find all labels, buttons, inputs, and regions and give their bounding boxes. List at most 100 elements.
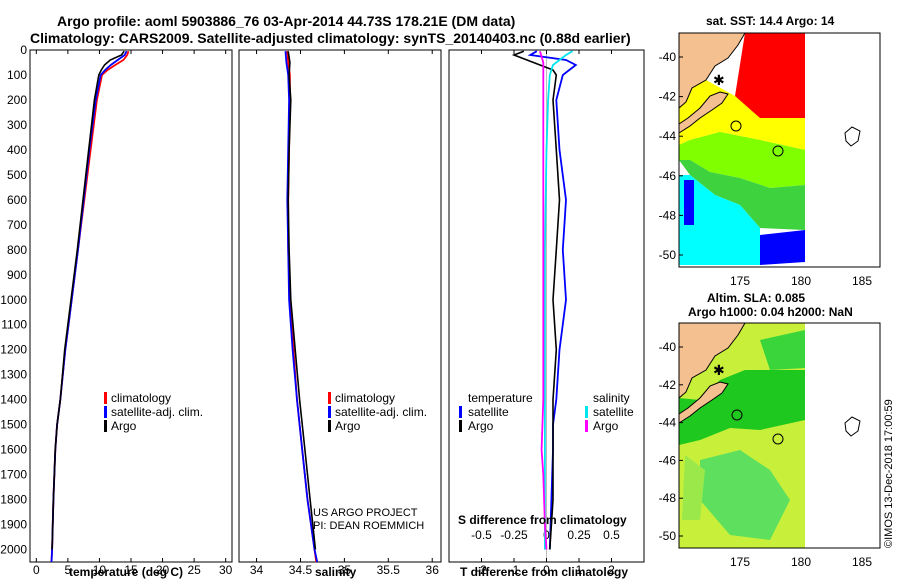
argo-location-marker [772,433,784,445]
lon-tick-label: 180 [791,274,811,288]
difference-legend: temperature satellite Argo salinity sate… [459,391,634,433]
sst-map-frame [678,32,881,268]
title-line-1: Argo profile: aoml 5903886_76 03-Apr-201… [57,13,515,29]
lat-tick-label: -44 [659,129,677,143]
depth-tick-label: 1400 [0,393,27,407]
lat-tick-label: -50 [659,248,677,262]
series-line-temperature-argo [511,50,561,550]
depth-tick-label: 900 [7,268,27,282]
series-line-satellite-adj-clim- [284,51,319,563]
legend-argo-swatch [328,420,331,432]
x-tick-label: 34 [250,563,264,577]
depth-tick-label: 600 [7,193,27,207]
x-tick-label: 20 [156,563,170,577]
x-tick-label: 15 [124,563,138,577]
depth-tick-label: 1200 [0,343,27,357]
sla-map-title-2: Argo h1000: 0.04 h2000: NaN [688,305,853,319]
sla-map-frame [678,322,881,549]
lon-tick-label: 185 [852,274,872,288]
sst-field-region [684,180,694,225]
temperature-panel: 0 5 10 15 20 25 30 temperature (deg C) climato… [29,49,233,579]
depth-tick-label: 1300 [0,368,27,382]
depth-tick-label: 500 [7,168,27,182]
depth-tick-label: 1800 [0,493,27,507]
x-tick-label: 0 [33,563,40,577]
depth-tick-label: 1700 [0,468,27,482]
x-tick-label: -2 [476,563,487,577]
legend-argo-label: Argo [335,419,361,433]
chatham-islands-outline [844,126,861,147]
lat-tick-label: -42 [659,378,677,392]
legend-t-argo-label: Argo [468,419,494,433]
temperature-series [50,50,130,563]
s-tick-label: 0 [543,528,550,542]
legend-climatology-swatch [104,392,107,404]
depth-tick-label: 1600 [0,443,27,457]
lat-tick-label: -48 [659,208,677,222]
depth-tick-label: 100 [7,68,27,82]
series-line-argo [51,50,125,550]
project-annotation-1: US ARGO PROJECT [313,507,418,519]
legend-salinity-title: salinity [593,391,630,405]
sst-field-region [679,132,805,188]
island-outline [730,120,742,132]
s-tick-label: -0.25 [500,528,528,542]
depth-tick-label: 1500 [0,418,27,432]
series-line-salinity-argo [539,50,548,550]
sst-map: sat. SST: 14.4 Argo: 14 ✱ -40-42-44-46-4… [659,14,881,288]
sla-field-region [760,330,805,370]
lat-tick-label: -46 [659,453,677,467]
sla-field-region [682,455,705,520]
lat-tick-label: -48 [659,491,677,505]
sst-field-region [679,160,805,230]
lat-tick-label: -40 [659,340,677,354]
lon-tick-label: 185 [852,555,872,569]
island-outline [731,409,743,421]
project-annotation-2: PI: DEAN ROEMMICH [313,520,424,532]
lat-tick-label: -40 [659,50,677,64]
s-tick-label: 0.5 [603,528,620,542]
series-line-argo [287,51,317,550]
x-tick-label: 0 [543,563,550,577]
x-tick-label: 35.5 [377,563,401,577]
legend-satellite-label: satellite-adj. clim. [111,405,203,419]
x-tick-label: 36 [426,563,440,577]
sla-lat-labels: -40 -42 -44 -46 -48 -50 [659,340,683,543]
sla-field-region [700,450,790,540]
depth-tick-label: 400 [7,143,27,157]
legend-temperature-title: temperature [468,391,533,405]
land-north-island [678,32,746,110]
difference-x-ticks: -2 -1 0 1 2 -0.5 -0.25 0 0.25 0.5 [471,50,620,577]
lon-tick-label: 175 [730,555,750,569]
land-south-island [678,91,729,134]
x-tick-label: 2 [608,563,615,577]
legend-satellite-label: satellite-adj. clim. [335,405,427,419]
legend-climatology-label: climatology [111,391,171,405]
temperature-xlabel: temperature (deg C) [69,565,183,579]
legend-s-satellite-swatch [585,406,588,418]
lon-tick-label: 175 [730,274,750,288]
t-difference-label: T difference from climatology [460,565,628,579]
sla-map: Altim. SLA: 0.085 Argo h1000: 0.04 h2000… [659,291,881,569]
sst-lat-labels: -40 -42 -44 -46 -48 -50 [659,50,683,262]
legend-climatology-swatch [328,392,331,404]
lon-tick-label: 180 [791,555,811,569]
salinity-legend: climatology satellite-adj. clim. Argo [328,391,427,433]
legend-argo-label: Argo [111,419,137,433]
sla-map-title-1: Altim. SLA: 0.085 [707,291,805,305]
depth-tick-label: 1000 [0,293,27,307]
sla-field-region [679,370,805,445]
legend-t-argo-swatch [459,420,462,432]
sst-field-region [760,230,805,265]
legend-t-satellite-label: satellite [468,405,509,419]
imos-watermark: ©IMOS 13-Dec-2018 17:00:59 [883,399,895,548]
sst-field-region [735,33,805,118]
s-tick-label: 0.25 [567,528,591,542]
s-difference-label: S difference from climatology [458,513,627,527]
depth-tick-label: 0 [20,43,27,57]
float-track-marker: ✱ [713,362,725,378]
salinity-panel: 34 34.5 35 35.5 36 salinity climatology sate… [238,49,442,579]
lat-tick-label: -50 [659,529,677,543]
lat-tick-label: -44 [659,416,677,430]
